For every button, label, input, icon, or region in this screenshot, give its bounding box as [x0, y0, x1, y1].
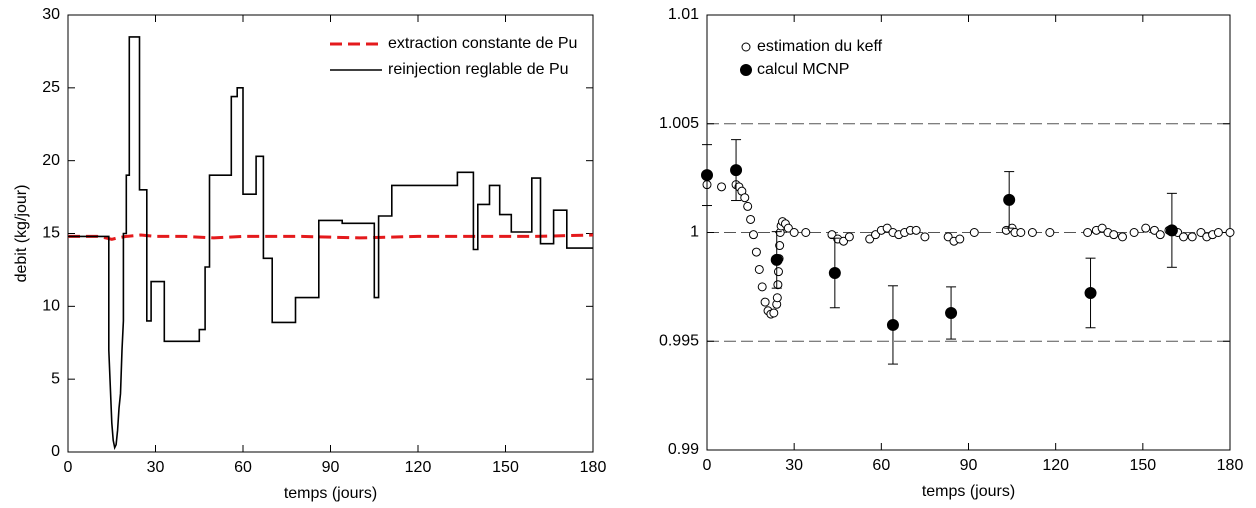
data-point	[743, 201, 753, 211]
data-point	[1003, 193, 1016, 206]
legend-swatch	[740, 64, 752, 76]
data-point	[969, 228, 979, 237]
x-tick-label: 30	[785, 457, 803, 474]
legend-swatch	[741, 42, 751, 52]
data-point	[769, 308, 779, 318]
x-tick-label: 60	[234, 459, 252, 476]
x-tick-label: 180	[1217, 457, 1244, 474]
x-tick-label: 120	[1042, 457, 1069, 474]
series-line	[68, 233, 594, 241]
plot-frame	[67, 14, 594, 453]
data-point	[701, 169, 713, 182]
x-tick-label: 0	[64, 459, 73, 476]
data-point	[751, 247, 761, 257]
x-tick-label: 0	[703, 457, 712, 474]
y-tick-label: 30	[42, 6, 60, 23]
data-point	[760, 297, 770, 307]
data-point	[1129, 228, 1139, 237]
data-point	[789, 228, 799, 237]
data-point	[1083, 228, 1093, 237]
y-tick-label: 0	[51, 443, 60, 460]
x-tick-label: 120	[405, 459, 432, 476]
data-point	[955, 234, 965, 244]
data-point	[772, 293, 782, 303]
y-tick-label: 20	[42, 152, 60, 169]
data-point	[773, 267, 783, 277]
data-point	[1016, 228, 1026, 237]
data-point	[945, 306, 958, 319]
data-point	[801, 228, 811, 237]
data-point	[1187, 232, 1197, 242]
data-point	[828, 266, 841, 279]
data-point	[886, 318, 899, 331]
y-axis-label: debit (kg/jour)	[13, 185, 30, 283]
x-tick-label: 180	[580, 459, 607, 476]
data-point	[1155, 230, 1165, 240]
x-tick-label: 30	[147, 459, 165, 476]
legend-label: estimation du keff	[757, 38, 883, 55]
data-point	[1225, 228, 1235, 237]
data-point	[1027, 228, 1037, 237]
legend-label: calcul MCNP	[757, 61, 849, 78]
data-point	[775, 241, 785, 251]
y-tick-label: 0.995	[659, 332, 699, 349]
data-point	[740, 193, 750, 203]
data-point	[730, 164, 743, 177]
data-point	[1117, 232, 1127, 242]
data-point	[770, 253, 783, 266]
y-tick-label: 10	[42, 298, 60, 315]
data-point	[1213, 228, 1223, 237]
y-tick-label: 0.99	[668, 441, 699, 458]
data-point	[773, 280, 783, 290]
series-line	[68, 36, 593, 451]
data-point	[1179, 232, 1189, 242]
data-point	[757, 282, 767, 292]
y-tick-label: 5	[51, 370, 60, 387]
legend-label: reinjection reglable de Pu	[388, 61, 569, 78]
data-point	[1165, 224, 1178, 237]
x-tick-label: 90	[322, 459, 340, 476]
data-point	[746, 214, 756, 224]
data-point	[748, 230, 758, 240]
legend-label: extraction constante de Pu	[388, 35, 577, 52]
data-point	[1084, 286, 1097, 299]
x-tick-label: 150	[492, 459, 519, 476]
data-point	[717, 182, 727, 192]
data-point	[1141, 223, 1151, 233]
data-point	[920, 232, 930, 242]
data-point	[1045, 228, 1055, 237]
data-point	[1109, 230, 1119, 240]
y-tick-label: 1.01	[668, 6, 699, 23]
x-axis-label: temps (jours)	[284, 485, 377, 502]
y-tick-label: 1	[690, 224, 699, 241]
data-point	[911, 225, 921, 235]
x-tick-label: 60	[872, 457, 890, 474]
data-point	[754, 264, 764, 274]
y-tick-label: 25	[42, 79, 60, 96]
x-tick-label: 150	[1129, 457, 1156, 474]
x-axis-label: temps (jours)	[922, 483, 1015, 500]
y-tick-label: 15	[42, 225, 60, 242]
y-tick-label: 1.005	[659, 115, 699, 132]
x-tick-label: 90	[960, 457, 978, 474]
data-point	[844, 232, 854, 242]
